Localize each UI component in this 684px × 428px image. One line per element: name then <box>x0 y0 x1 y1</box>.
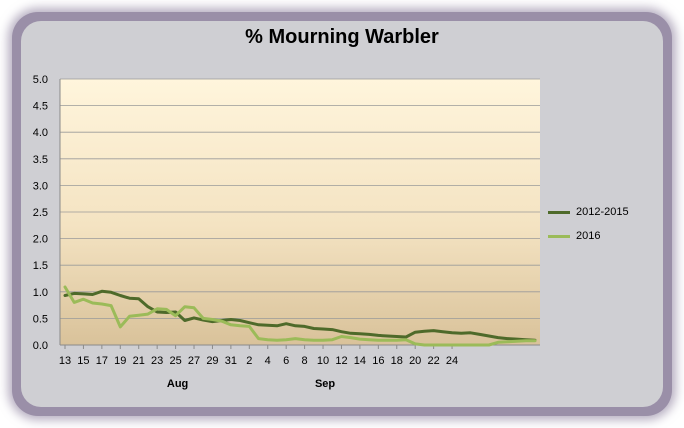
month-label: Sep <box>315 378 335 390</box>
x-tick-label: 22 <box>428 355 440 367</box>
y-tick-label: 1.5 <box>33 260 48 272</box>
x-tick-label: 4 <box>265 355 271 367</box>
y-tick-label: 3.5 <box>33 154 48 166</box>
x-tick-label: 23 <box>151 355 163 367</box>
y-tick-label: 4.5 <box>33 101 48 113</box>
legend-swatch-series-2 <box>548 234 570 238</box>
x-tick-label: 29 <box>206 355 218 367</box>
y-tick-label: 3.0 <box>33 180 48 192</box>
y-tick-label: 0.5 <box>33 313 48 325</box>
x-tick-label: 21 <box>133 355 145 367</box>
x-tick-label: 25 <box>169 355 181 367</box>
chart-title: % Mourning Warbler <box>245 26 439 48</box>
x-tick-label: 20 <box>409 355 421 367</box>
legend-label-series-2: 2016 <box>576 230 601 242</box>
series-line-1 <box>63 289 537 342</box>
x-tick-label: 2 <box>246 355 252 367</box>
x-tick-label: 12 <box>335 355 347 367</box>
x-tick-label: 10 <box>317 355 329 367</box>
legend-swatch-series-1 <box>548 210 570 214</box>
legend-item-series-2: 2016 <box>548 228 658 244</box>
y-tick-label: 2.0 <box>33 234 48 246</box>
x-tick-label: 16 <box>372 355 384 367</box>
x-tick-label: 27 <box>188 355 200 367</box>
x-tick-label: 8 <box>302 355 308 367</box>
y-tick-label: 2.5 <box>33 207 48 219</box>
legend: 2012-2015 2016 <box>548 204 658 252</box>
y-tick-label: 1.0 <box>33 287 48 299</box>
x-tick-label: 18 <box>391 355 403 367</box>
x-tick-label: 24 <box>446 355 458 367</box>
month-label: Aug <box>167 378 188 390</box>
legend-label-series-1: 2012-2015 <box>576 206 629 218</box>
y-tick-label: 0.0 <box>33 340 48 352</box>
x-tick-label: 17 <box>96 355 108 367</box>
series-line-2 <box>63 285 537 347</box>
x-tick-label: 14 <box>354 355 366 367</box>
legend-item-series-1: 2012-2015 <box>548 204 658 220</box>
y-tick-label: 4.0 <box>33 127 48 139</box>
x-tick-label: 15 <box>77 355 89 367</box>
y-tick-label: 5.0 <box>33 74 48 86</box>
x-tick-label: 31 <box>225 355 237 367</box>
x-tick-label: 13 <box>59 355 71 367</box>
x-tick-label: 6 <box>283 355 289 367</box>
x-tick-label: 19 <box>114 355 126 367</box>
